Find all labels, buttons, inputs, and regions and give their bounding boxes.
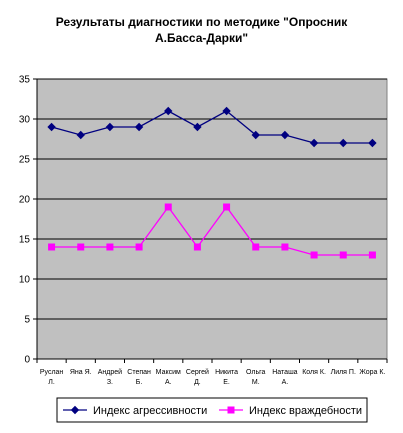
y-tick-label: 10 bbox=[19, 275, 31, 286]
data-point bbox=[339, 251, 347, 259]
data-point bbox=[368, 138, 377, 148]
chart-title-line-1: Результаты диагностики по методике "Опро… bbox=[55, 15, 348, 29]
legend bbox=[56, 397, 368, 423]
data-point bbox=[251, 130, 260, 140]
series-line-2 bbox=[51, 205, 373, 256]
data-point bbox=[77, 243, 85, 251]
plot-area bbox=[36, 78, 388, 360]
x-tick-label: Степан Б. bbox=[127, 369, 151, 386]
x-tick-label: Жора К. bbox=[359, 369, 385, 376]
data-point bbox=[310, 251, 318, 259]
y-tick-label: 15 bbox=[19, 235, 31, 246]
x-tick-label: Никита Е. bbox=[215, 369, 238, 386]
data-point bbox=[309, 138, 319, 148]
data-point bbox=[280, 130, 290, 140]
data-point bbox=[134, 122, 144, 132]
data-point bbox=[76, 130, 85, 140]
x-tick-label: Яна Я. bbox=[70, 369, 92, 376]
data-point bbox=[339, 138, 348, 148]
x-tick-label: Руслан Л. bbox=[40, 369, 64, 386]
data-point bbox=[164, 203, 172, 211]
legend-label-1: Индекс агрессивности bbox=[93, 405, 207, 417]
x-tick-label: Ольга М. bbox=[246, 369, 265, 386]
data-point bbox=[48, 243, 56, 251]
data-point bbox=[223, 203, 231, 211]
x-tick-label: Лиля П. bbox=[331, 369, 356, 376]
data-point bbox=[193, 122, 202, 132]
data-point bbox=[281, 243, 289, 251]
legend-marker-1 bbox=[70, 405, 80, 415]
data-point bbox=[135, 243, 143, 251]
data-point bbox=[222, 106, 231, 116]
y-tick-label: 0 bbox=[24, 355, 30, 366]
y-tick-label: 25 bbox=[19, 155, 31, 166]
x-tick-label: Коля К. bbox=[302, 369, 326, 376]
chart-title-line-2: А.Басса-Дарки" bbox=[154, 31, 249, 45]
x-tick-label: Сергей Д. bbox=[186, 368, 209, 386]
data-point bbox=[368, 251, 376, 259]
x-tick-label: Максим А. bbox=[156, 369, 181, 386]
y-tick-label: 20 bbox=[19, 195, 31, 206]
data-point bbox=[105, 122, 115, 132]
data-point bbox=[193, 243, 201, 251]
chart-title: Результаты диагностики по методике "Опро… bbox=[0, 14, 403, 46]
data-point bbox=[164, 106, 173, 116]
data-point bbox=[106, 243, 114, 251]
y-tick-label: 30 bbox=[19, 115, 31, 126]
series-line-1 bbox=[51, 110, 373, 144]
y-tick-label: 5 bbox=[24, 315, 30, 326]
legend-marker-2 bbox=[227, 406, 235, 414]
y-tick-label: 35 bbox=[19, 75, 31, 86]
data-point bbox=[252, 243, 260, 251]
x-tick-label: Андрей З. bbox=[98, 368, 122, 386]
data-point bbox=[47, 122, 56, 132]
x-tick-label: Наташа А. bbox=[272, 369, 297, 386]
legend-label-2: Индекс враждебности bbox=[249, 405, 362, 417]
